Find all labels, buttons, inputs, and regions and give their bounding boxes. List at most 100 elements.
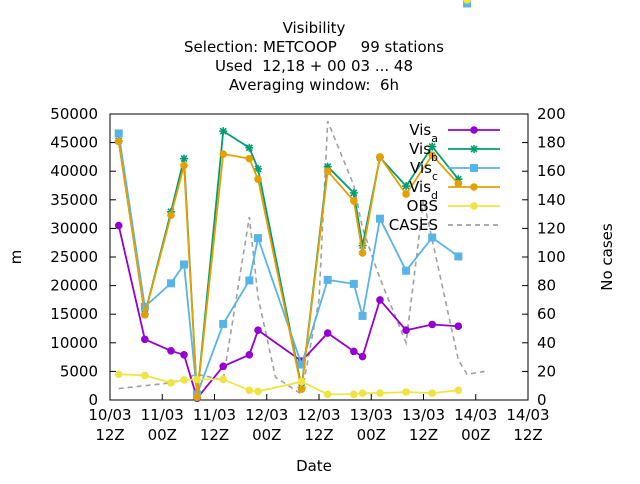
x-tick-label-date: 14/03 [454,406,497,424]
title-line-2: Selection: METCOOP 99 stations [184,38,444,56]
data-point [402,190,410,198]
legend-label: Visb [409,140,438,164]
data-point [349,188,358,197]
plot-frame [109,113,529,401]
y-tick-label: 15000 [50,305,98,323]
data-point [180,161,188,170]
data-series [114,0,485,403]
y-tick-label: 50000 [50,105,98,123]
y2-tick-label: 180 [537,134,566,152]
x-tick-label-hour: 00Z [148,426,177,444]
y-tick-label: 10000 [50,334,98,352]
data-point [454,252,463,261]
data-point [167,211,175,220]
data-point [114,137,123,146]
data-point [254,175,262,184]
data-point [254,164,263,173]
data-point [180,376,188,384]
data-point [114,221,123,230]
data-point [454,386,463,395]
data-point [358,311,367,320]
title-line-3: Used 12,18 + 00 03 ... 48 [215,57,413,75]
data-point [350,390,358,399]
data-point [254,326,262,335]
y2-tick-label: 20 [537,362,556,380]
data-point [323,167,332,175]
series-obs [114,0,471,399]
data-point [428,389,437,397]
legend-label: Visd [409,178,438,202]
y2-axis-label: No cases [598,223,616,291]
x-tick-label-hour: 00Z [252,426,281,444]
data-point [167,347,175,355]
x-axis-label: Date [296,457,332,475]
y-tick-label: 20000 [50,277,98,295]
chart-title: Visibility Selection: METCOOP 99 station… [184,19,444,94]
data-point [402,266,411,275]
data-point [141,371,149,380]
data-point [428,233,437,242]
y-tick-label: 40000 [50,162,98,180]
x-tick-label-date: 13/03 [350,406,393,424]
data-point [428,320,437,329]
data-point [358,389,367,397]
data-point [254,234,263,243]
x-tick-label-hour: 12Z [200,426,229,444]
y-tick-label: 5000 [60,362,98,380]
data-point [454,322,463,331]
data-point [297,377,306,386]
data-point [219,127,228,136]
data-point [323,390,332,399]
data-point [180,351,188,359]
data-point [402,326,410,335]
legend-marker [470,183,478,191]
legend-label: Visc [410,159,438,183]
data-point [245,276,254,285]
data-point [428,151,437,159]
y-tick-label: 45000 [50,134,98,152]
y2-tick-label: 100 [537,248,566,266]
y-tick-label: 35000 [50,191,98,209]
data-point [166,279,175,288]
title-line-1: Visibility [283,19,346,37]
x-tick-label-date: 14/03 [506,406,549,424]
data-point [193,375,201,384]
y2-tick-label: 0 [537,391,547,409]
x-tick-label-hour: 12Z [409,426,438,444]
data-point [114,370,123,379]
series-line [117,225,459,401]
data-point [219,150,228,158]
y-axis-label: m [7,250,25,265]
data-point [167,379,175,387]
data-point [323,275,332,284]
legend-marker [470,164,478,172]
data-point [193,393,201,401]
axes: 0500010000150002000025000300003500040000… [50,105,565,444]
legend-label: CASES [389,216,438,234]
y2-tick-label: 200 [537,105,566,123]
data-point [245,143,254,152]
data-point [141,310,149,319]
data-point [402,388,410,396]
data-point [454,179,463,188]
data-point [358,249,367,257]
data-point [219,319,228,328]
legend-marker [470,145,478,153]
series-vis-d [114,0,471,401]
title-line-4: Averaging window: 6h [229,76,399,94]
data-point [428,142,437,151]
x-tick-label-date: 12/03 [245,406,288,424]
data-point [141,335,149,344]
legend-label: Visa [409,121,438,145]
data-point [219,362,228,371]
data-point [375,214,384,223]
data-point [245,154,254,163]
data-point [376,296,384,304]
y2-tick-label: 60 [537,305,556,323]
x-tick-label-hour: 00Z [357,426,386,444]
data-point [402,182,411,191]
data-point [376,389,384,397]
